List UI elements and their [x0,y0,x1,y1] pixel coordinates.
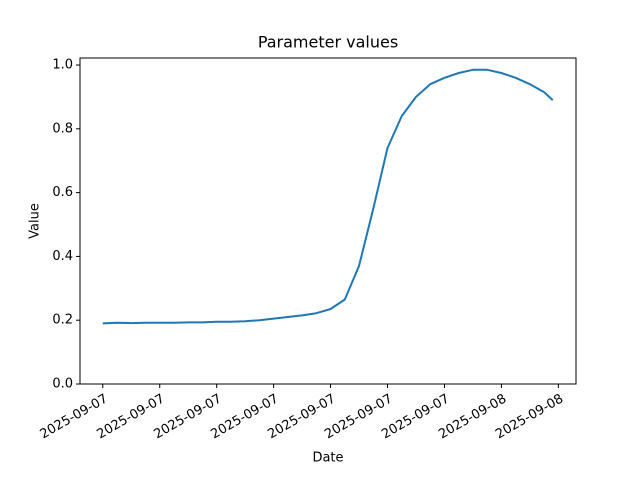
y-tick-label: 0.4 [52,249,73,264]
y-tick-label: 1.0 [52,58,73,73]
data-line [102,68,554,325]
x-axis-label: Date [312,451,343,466]
y-tick-label: 0.0 [52,377,73,392]
y-tick-label: 0.6 [52,185,73,200]
y-axis-label: Value [28,203,43,239]
y-tick-label: 0.2 [52,313,73,328]
y-tick-label: 0.8 [52,121,73,136]
chart-title: Parameter values [258,33,398,52]
plot-frame [79,57,577,385]
